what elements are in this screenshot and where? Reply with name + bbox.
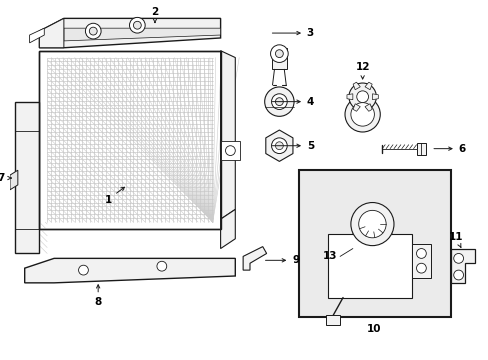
Polygon shape [40, 18, 64, 48]
Text: 1: 1 [104, 187, 124, 204]
Text: 5: 5 [272, 141, 313, 151]
Bar [325, 315, 340, 325]
Text: 7: 7 [0, 173, 11, 183]
Polygon shape [220, 51, 235, 219]
Circle shape [453, 270, 463, 280]
Circle shape [358, 210, 386, 238]
Text: 9: 9 [265, 255, 299, 265]
Text: 8: 8 [94, 285, 102, 307]
Circle shape [275, 142, 283, 150]
Polygon shape [64, 28, 220, 41]
Circle shape [271, 138, 286, 154]
Circle shape [264, 87, 293, 116]
Bar [298, 170, 450, 317]
Circle shape [453, 253, 463, 263]
Polygon shape [40, 18, 220, 48]
Polygon shape [327, 234, 411, 298]
Circle shape [129, 17, 145, 33]
Circle shape [79, 265, 88, 275]
Polygon shape [220, 141, 240, 161]
Circle shape [416, 248, 426, 258]
Polygon shape [450, 248, 474, 283]
Polygon shape [372, 94, 378, 100]
Polygon shape [10, 170, 18, 190]
Circle shape [348, 83, 376, 111]
Circle shape [350, 103, 374, 126]
Polygon shape [352, 82, 360, 90]
Circle shape [350, 203, 393, 246]
Text: 11: 11 [447, 232, 462, 247]
Circle shape [85, 23, 101, 39]
Bar [40, 51, 220, 229]
Polygon shape [25, 258, 235, 283]
Circle shape [270, 45, 287, 62]
Text: 2: 2 [151, 6, 158, 22]
Polygon shape [338, 234, 406, 298]
Polygon shape [271, 48, 286, 69]
Text: 12: 12 [355, 62, 369, 79]
Text: 13: 13 [323, 251, 337, 261]
Text: 6: 6 [433, 144, 465, 154]
Bar [40, 51, 220, 229]
Circle shape [275, 50, 283, 58]
Circle shape [275, 98, 283, 105]
Text: 3: 3 [272, 28, 313, 38]
Polygon shape [243, 247, 266, 270]
Circle shape [133, 21, 141, 29]
Circle shape [157, 261, 166, 271]
Circle shape [416, 263, 426, 273]
Polygon shape [364, 82, 371, 90]
Polygon shape [352, 104, 360, 111]
Polygon shape [416, 143, 426, 154]
Circle shape [89, 27, 97, 35]
Polygon shape [411, 244, 430, 278]
Circle shape [225, 146, 235, 156]
Polygon shape [220, 210, 235, 248]
Polygon shape [30, 28, 44, 43]
Polygon shape [265, 130, 292, 161]
Circle shape [356, 91, 368, 103]
Polygon shape [364, 104, 371, 111]
Polygon shape [15, 102, 40, 253]
Circle shape [345, 97, 380, 132]
Circle shape [271, 94, 286, 109]
Text: 4: 4 [272, 96, 313, 107]
Text: 10: 10 [366, 324, 381, 334]
Polygon shape [346, 94, 352, 100]
